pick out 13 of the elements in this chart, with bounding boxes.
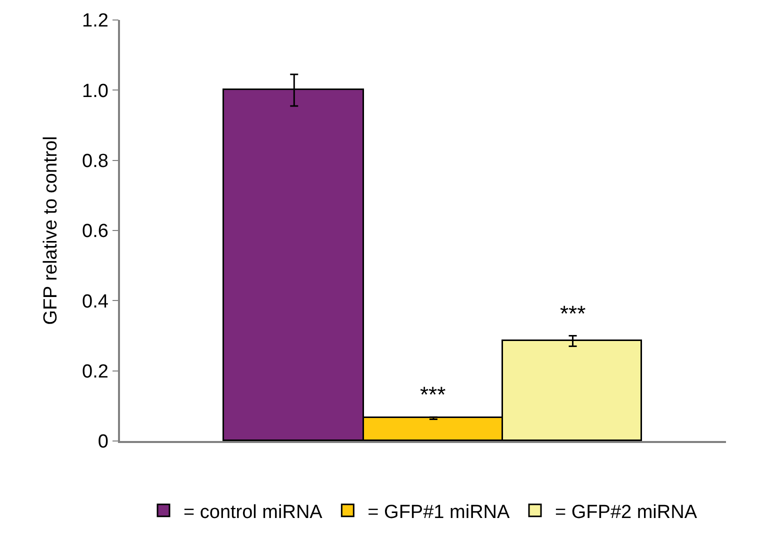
legend-label: = control miRNA: [184, 502, 323, 523]
annotation: ***: [420, 382, 446, 407]
y-tick-label: 0.4: [82, 291, 109, 312]
annotation: ***: [560, 301, 586, 326]
y-tick-label: 0: [98, 432, 108, 453]
y-tick-label: 0.6: [82, 221, 108, 242]
legend-label: = GFP#2 miRNA: [555, 502, 698, 523]
y-tick-label: 0.8: [82, 150, 108, 172]
y-axis-title: GFP relative to control: [40, 136, 62, 325]
y-tick-label: 1.0: [82, 80, 108, 102]
y-tick-label: 0.2: [82, 361, 108, 382]
legend-label: = GFP#1 miRNA: [368, 502, 510, 523]
y-tick-label: 1.2: [82, 10, 108, 32]
